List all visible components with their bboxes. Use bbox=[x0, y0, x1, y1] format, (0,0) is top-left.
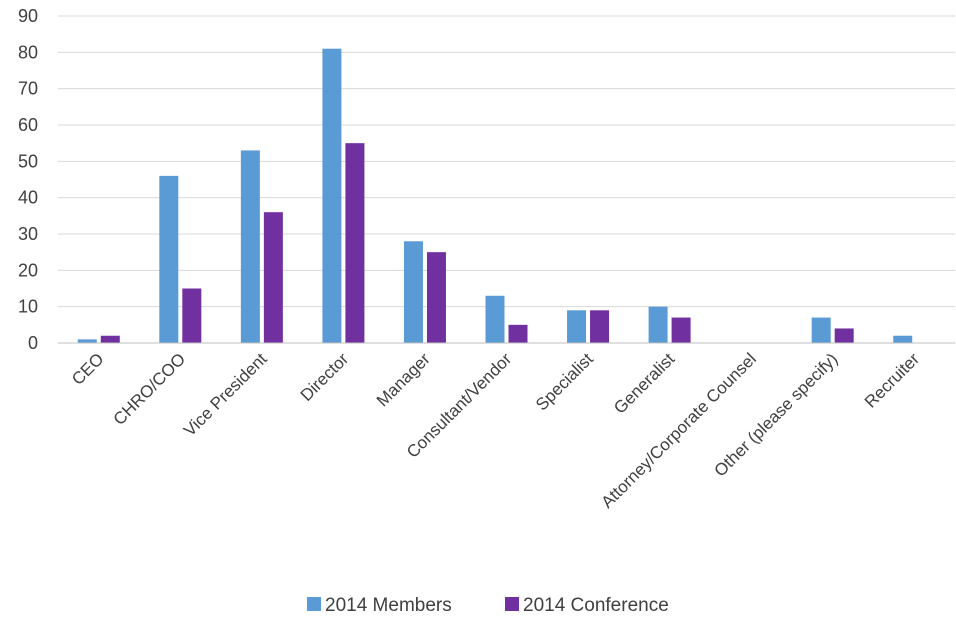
bar-2014-members-vice-president bbox=[240, 150, 260, 343]
x-category-label-specialist: Specialist bbox=[532, 349, 597, 414]
bar-2014-conference-consultant-vendor bbox=[508, 324, 528, 343]
x-category-label-recruiter: Recruiter bbox=[861, 349, 923, 411]
bar-2014-conference-generalist bbox=[671, 317, 691, 343]
y-tick-label: 40 bbox=[18, 188, 38, 208]
gridlines bbox=[58, 15, 955, 308]
y-tick-label: 50 bbox=[18, 151, 38, 171]
bar-2014-conference-manager bbox=[426, 252, 446, 343]
bar-2014-members-ceo bbox=[77, 339, 97, 343]
bar-2014-conference-specialist bbox=[590, 310, 610, 343]
legend-label-2014-conference: 2014 Conference bbox=[523, 595, 669, 616]
bar-2014-members-specialist bbox=[567, 310, 587, 343]
bar-2014-members-recruiter bbox=[893, 335, 913, 343]
bars bbox=[77, 48, 913, 343]
legend-swatch-2014-conference bbox=[505, 597, 519, 611]
bar-2014-members-director bbox=[322, 48, 342, 343]
bar-2014-conference-director bbox=[345, 143, 365, 343]
x-category-label-generalist: Generalist bbox=[610, 349, 678, 417]
x-category-label-manager: Manager bbox=[373, 349, 434, 410]
y-tick-label: 20 bbox=[18, 260, 38, 280]
bar-2014-members-generalist bbox=[648, 306, 668, 343]
bar-2014-conference-vice-president bbox=[263, 212, 283, 343]
y-axis-tick-labels: 0 10 20 30 40 50 60 70 80 90 bbox=[18, 6, 38, 353]
bar-2014-members-other-please-specify bbox=[811, 317, 831, 343]
legend-label-2014-members: 2014 Members bbox=[325, 595, 452, 616]
y-tick-label: 30 bbox=[18, 224, 38, 244]
legend: 2014 Members 2014 Conference bbox=[307, 595, 669, 616]
x-category-label-attorney-corporate-counsel: Attorney/Corporate Counsel bbox=[598, 349, 760, 511]
y-tick-label: 70 bbox=[18, 79, 38, 99]
x-category-label-chro-coo: CHRO/COO bbox=[110, 349, 190, 429]
y-tick-label: 80 bbox=[18, 42, 38, 62]
y-tick-label: 0 bbox=[28, 333, 38, 353]
x-category-label-director: Director bbox=[297, 349, 353, 405]
bar-2014-members-consultant-vendor bbox=[485, 295, 505, 343]
x-category-label-vice-president: Vice President bbox=[180, 349, 271, 440]
y-tick-label: 90 bbox=[18, 6, 38, 26]
bar-2014-members-chro-coo bbox=[159, 175, 179, 343]
bar-2014-conference-chro-coo bbox=[182, 288, 202, 343]
bar-2014-members-manager bbox=[403, 241, 423, 343]
y-tick-label: 10 bbox=[18, 297, 38, 317]
x-category-label-ceo: CEO bbox=[68, 349, 107, 388]
legend-swatch-2014-members bbox=[307, 597, 321, 611]
y-tick-label: 60 bbox=[18, 115, 38, 135]
bar-2014-conference-ceo bbox=[100, 335, 120, 343]
bar-2014-conference-other-please-specify bbox=[834, 328, 854, 343]
